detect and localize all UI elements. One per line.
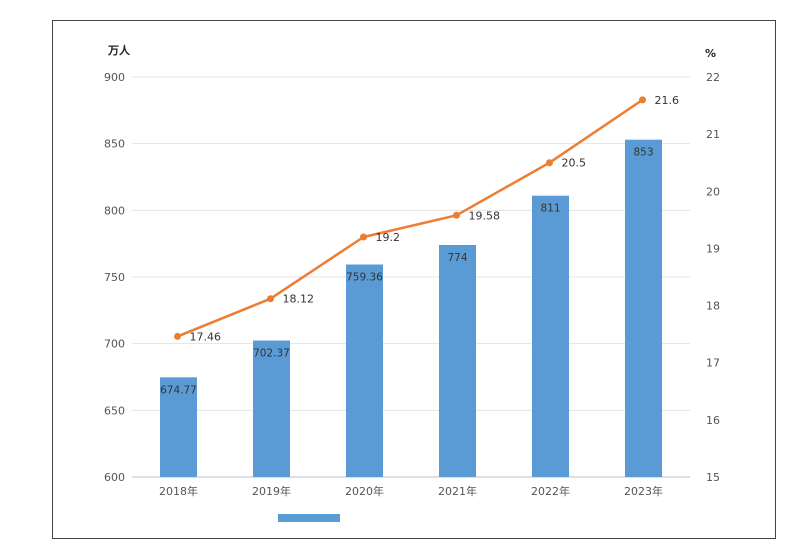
x-tick-label: 2022年: [531, 484, 570, 498]
line-point: [267, 295, 274, 303]
right-axis-unit: %: [705, 47, 716, 60]
bar-data-label: 759.36: [346, 272, 383, 284]
line-point: [360, 233, 367, 241]
line-data-labels: 17.46 18.12 19.2 19.58 20.5 21.6: [190, 94, 680, 344]
left-tick-label: 800: [104, 204, 125, 217]
x-tick-label: 2023年: [624, 484, 663, 498]
right-tick-label: 20: [706, 185, 720, 198]
bar: [253, 340, 290, 477]
x-axis-ticks: 2018年 2019年 2020年 2021年 2022年 2023年: [159, 484, 663, 498]
right-tick-label: 18: [706, 300, 720, 313]
left-tick-label: 750: [104, 271, 125, 284]
line-data-label: 19.58: [469, 209, 501, 222]
x-tick-label: 2020年: [345, 484, 384, 498]
bar-data-label: 674.77: [160, 384, 197, 396]
bar-series: [160, 139, 662, 477]
bar-data-label: 774: [447, 252, 467, 264]
legend-swatch-bar: [278, 514, 340, 522]
left-tick-label: 850: [104, 138, 125, 151]
right-tick-label: 17: [706, 357, 720, 370]
line-point: [639, 96, 646, 104]
series-line: [177, 98, 644, 338]
right-tick-label: 15: [706, 471, 720, 484]
bar: [346, 264, 383, 477]
right-tick-label: 19: [706, 242, 720, 255]
x-tick-label: 2019年: [252, 484, 291, 498]
right-axis-ticks: 22 21 20 19 18 17 16 15: [706, 71, 720, 484]
line-data-label: 17.46: [190, 330, 222, 343]
line-point: [453, 211, 460, 219]
line-point: [546, 159, 553, 167]
bar: [439, 245, 476, 477]
left-axis-ticks: 900 850 800 750 700 650 600: [104, 71, 125, 484]
left-tick-label: 900: [104, 71, 125, 84]
bar-data-label: 702.37: [253, 348, 290, 360]
line-data-label: 20.5: [562, 157, 587, 170]
bar: [160, 377, 197, 477]
line-point: [174, 332, 181, 340]
bar-data-label: 853: [633, 147, 653, 159]
x-tick-label: 2021年: [438, 484, 477, 498]
bar: [625, 139, 662, 477]
right-tick-label: 22: [706, 71, 720, 84]
right-tick-label: 21: [706, 128, 720, 141]
left-tick-label: 650: [104, 404, 125, 417]
bar-data-label: 811: [540, 203, 560, 215]
line-data-label: 19.2: [376, 231, 401, 244]
left-tick-label: 600: [104, 471, 125, 484]
right-tick-label: 16: [706, 414, 720, 427]
line-data-label: 18.12: [283, 293, 315, 306]
bar: [532, 195, 569, 477]
line-series: [174, 96, 646, 340]
legend: [278, 514, 340, 522]
x-tick-label: 2018年: [159, 484, 198, 498]
left-tick-label: 700: [104, 338, 125, 351]
gridlines: [132, 76, 690, 478]
line-data-label: 21.6: [655, 94, 680, 107]
left-axis-unit: 万人: [107, 43, 131, 57]
bar-data-labels: 674.77 702.37 759.36 774 811 853: [160, 147, 653, 397]
